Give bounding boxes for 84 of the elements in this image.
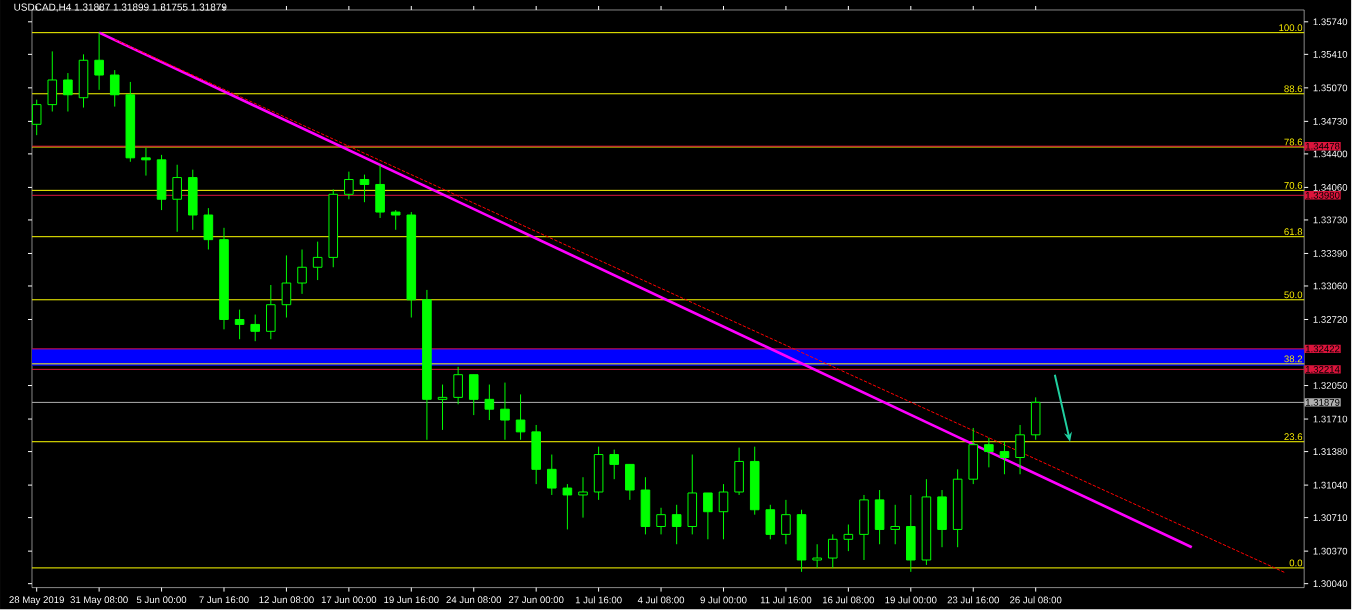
- y-tick-label: 1.31710: [1313, 415, 1348, 423]
- candlestick: [827, 534, 838, 569]
- candlestick: [281, 255, 292, 319]
- candlestick: [312, 241, 323, 281]
- x-tick-label: 19 Jun 16:00: [384, 596, 439, 604]
- candlestick: [141, 147, 151, 177]
- annotation: 78.6: [1284, 138, 1303, 146]
- ref-line-label: 1.31879: [1305, 399, 1340, 406]
- candlestick: [812, 543, 822, 569]
- y-tick-label: 1.32050: [1313, 382, 1348, 390]
- x-tick-label: 11 Jul 16:00: [760, 596, 812, 604]
- candlestick: [344, 171, 354, 200]
- candlestick: [297, 249, 307, 295]
- y-tick-label: 1.34400: [1313, 150, 1348, 158]
- candlestick: [437, 384, 448, 431]
- y-tick-label: 1.33060: [1313, 282, 1348, 290]
- candlestick: [500, 382, 510, 441]
- x-tick-label: 12 Jun 08:00: [259, 596, 314, 604]
- candlestick: [250, 314, 261, 342]
- y-tick-label: 1.35740: [1313, 18, 1348, 26]
- x-tick-label: 16 Jul 08:00: [822, 596, 875, 604]
- candlestick: [999, 441, 1010, 475]
- annotation: 70.6: [1284, 182, 1303, 189]
- y-tick-label: 1.34060: [1313, 184, 1348, 191]
- y-tick-label: 1.31040: [1313, 481, 1348, 489]
- candlestick: [656, 507, 666, 536]
- x-tick-label: 28 May 2019: [9, 596, 64, 606]
- candlestick: [31, 99, 42, 136]
- candlestick: [718, 483, 729, 541]
- ref-line-label: 1.32422: [1305, 345, 1340, 353]
- ref-line-label: 1.33980: [1305, 192, 1340, 199]
- x-tick-label: 23 Jul 16:00: [947, 596, 999, 604]
- x-tick-label: 7 Jun 16:00: [199, 596, 249, 604]
- ref-line-label: 1.32214: [1305, 366, 1340, 373]
- chart-title: USDCAD,H4 1.31887 1.31899 1.31755 1.31879: [14, 3, 227, 13]
- y-tick-label: 1.30370: [1313, 547, 1348, 555]
- candlestick: [984, 437, 994, 469]
- candlestick: [94, 32, 104, 91]
- x-tick-label: 17 Jun 00:00: [321, 596, 377, 604]
- candlestick: [1015, 424, 1025, 475]
- candlestick: [359, 174, 370, 203]
- candlestick: [109, 69, 120, 108]
- x-tick-label: 24 Jun 08:00: [446, 596, 502, 604]
- y-tick-label: 1.33730: [1313, 216, 1348, 224]
- x-tick-label: 27 Jun 00:00: [508, 596, 564, 604]
- annotation: 0.0: [1289, 559, 1303, 567]
- y-tick-label: 1.35070: [1313, 84, 1348, 92]
- y-tick-label: 1.35410: [1313, 51, 1348, 58]
- x-tick-label: 19 Jul 00:00: [885, 596, 937, 604]
- y-tick-label: 1.32720: [1313, 316, 1348, 324]
- candlestick: [562, 483, 573, 531]
- candlestick: [703, 492, 713, 541]
- x-tick-label: 9 Jul 00:00: [700, 596, 747, 604]
- annotation: 88.6: [1284, 85, 1303, 93]
- candlestick: [484, 384, 495, 421]
- candlestick: [172, 164, 182, 233]
- y-tick-label: 1.30040: [1313, 580, 1348, 588]
- y-tick-label: 1.34730: [1313, 118, 1348, 125]
- x-tick-label: 31 May 08:00: [70, 596, 128, 606]
- candlestick: [843, 524, 854, 552]
- annotation: 100.0: [1279, 24, 1303, 32]
- ref-line-label: 1.34478: [1305, 143, 1340, 150]
- x-tick-label: 26 Jul 08:00: [1010, 596, 1062, 604]
- candlestick: [63, 72, 73, 113]
- annotation: 23.6: [1284, 433, 1303, 441]
- candlestick: [453, 366, 463, 405]
- x-tick-label: 5 Jun 00:00: [136, 596, 187, 604]
- annotation: 50.0: [1284, 291, 1303, 299]
- x-tick-label: 1 Jul 16:00: [575, 596, 622, 604]
- candlestick: [234, 309, 245, 340]
- y-tick-label: 1.30710: [1313, 514, 1348, 522]
- candlestick: [671, 504, 682, 545]
- candlestick: [547, 454, 557, 496]
- annotation: 38.2: [1284, 355, 1303, 363]
- x-tick-label: 4 Jul 08:00: [637, 596, 685, 604]
- candlestick: [609, 449, 620, 480]
- candlestick: [578, 476, 588, 519]
- candlestick: [390, 209, 401, 231]
- candlestick: [890, 504, 900, 545]
- y-tick-label: 1.31380: [1313, 448, 1348, 456]
- candlestick: [781, 499, 791, 545]
- candlestick: [515, 394, 526, 441]
- y-tick-label: 1.33390: [1313, 250, 1348, 258]
- annotation: 61.8: [1284, 228, 1303, 236]
